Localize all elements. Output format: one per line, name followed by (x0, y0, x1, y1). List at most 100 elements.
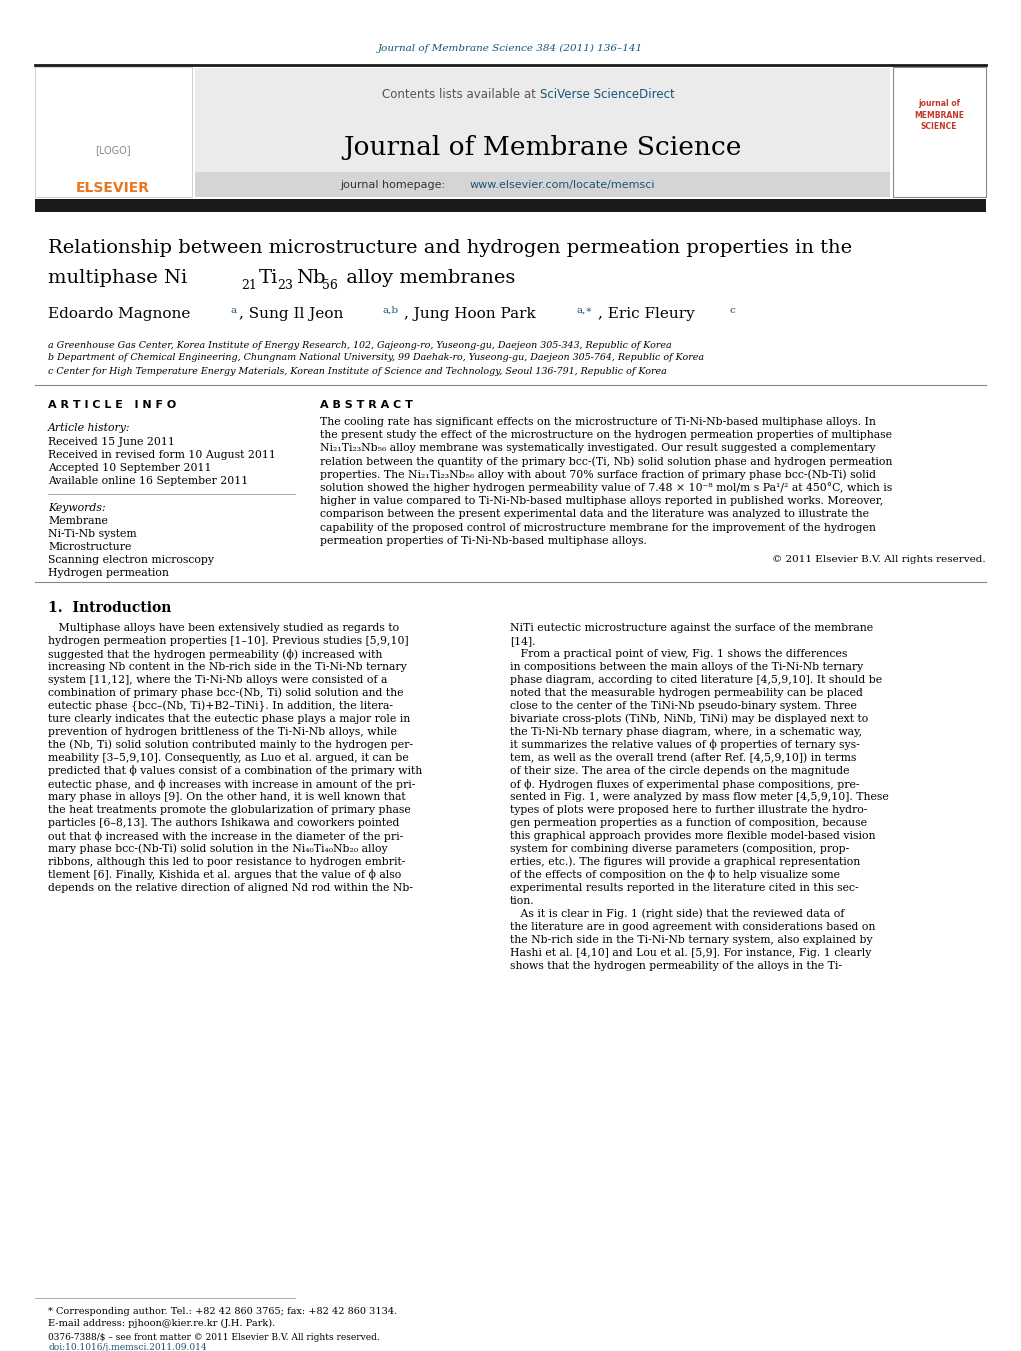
Text: * Corresponding author. Tel.: +82 42 860 3765; fax: +82 42 860 3134.: * Corresponding author. Tel.: +82 42 860… (48, 1306, 397, 1316)
Text: Nb: Nb (296, 269, 326, 286)
Text: a,b: a,b (382, 305, 398, 315)
Text: close to the center of the TiNi-Nb pseudo-binary system. Three: close to the center of the TiNi-Nb pseud… (510, 701, 857, 711)
Text: NiTi eutectic microstructure against the surface of the membrane: NiTi eutectic microstructure against the… (510, 623, 873, 634)
Text: higher in value compared to Ti-Ni-Nb-based multiphase alloys reported in publish: higher in value compared to Ti-Ni-Nb-bas… (320, 496, 883, 507)
Text: Membrane: Membrane (48, 516, 108, 526)
Bar (195, 172, 890, 197)
Text: of the effects of composition on the ϕ to help visualize some: of the effects of composition on the ϕ t… (510, 870, 840, 881)
Text: alloy membranes: alloy membranes (340, 269, 516, 286)
Text: phase diagram, according to cited literature [4,5,9,10]. It should be: phase diagram, according to cited litera… (510, 676, 882, 685)
Text: [14].: [14]. (510, 636, 535, 646)
Text: combination of primary phase bcc-(Nb, Ti) solid solution and the: combination of primary phase bcc-(Nb, Ti… (48, 688, 403, 698)
Text: a: a (230, 305, 236, 315)
Text: properties. The Ni₂₁Ti₂₃Nb₅₆ alloy with about 70% surface fraction of primary ph: properties. The Ni₂₁Ti₂₃Nb₅₆ alloy with … (320, 470, 876, 480)
Text: From a practical point of view, Fig. 1 shows the differences: From a practical point of view, Fig. 1 s… (510, 648, 847, 659)
Text: tlement [6]. Finally, Kishida et al. argues that the value of ϕ also: tlement [6]. Finally, Kishida et al. arg… (48, 870, 401, 881)
Text: relation between the quantity of the primary bcc-(Ti, Nb) solid solution phase a: relation between the quantity of the pri… (320, 457, 892, 467)
Text: www.elsevier.com/locate/memsci: www.elsevier.com/locate/memsci (470, 180, 655, 190)
Text: Scanning electron microscopy: Scanning electron microscopy (48, 555, 214, 565)
Text: in compositions between the main alloys of the Ti-Ni-Nb ternary: in compositions between the main alloys … (510, 662, 863, 671)
Text: , Sung Il Jeon: , Sung Il Jeon (239, 307, 343, 322)
Text: ture clearly indicates that the eutectic phase plays a major role in: ture clearly indicates that the eutectic… (48, 713, 410, 724)
Text: of their size. The area of the circle depends on the magnitude: of their size. The area of the circle de… (510, 766, 849, 775)
Text: predicted that ϕ values consist of a combination of the primary with: predicted that ϕ values consist of a com… (48, 766, 423, 777)
Text: increasing Nb content in the Nb-rich side in the Ti-Ni-Nb ternary: increasing Nb content in the Nb-rich sid… (48, 662, 406, 671)
Bar (35, 68, 192, 197)
Text: b Department of Chemical Engineering, Chungnam National University, 99 Daehak-ro: b Department of Chemical Engineering, Ch… (48, 354, 704, 362)
Text: Microstructure: Microstructure (48, 542, 132, 553)
Text: Hydrogen permeation: Hydrogen permeation (48, 567, 168, 578)
Text: 21: 21 (241, 280, 257, 292)
Text: the Ti-Ni-Nb ternary phase diagram, where, in a schematic way,: the Ti-Ni-Nb ternary phase diagram, wher… (510, 727, 862, 738)
Text: A B S T R A C T: A B S T R A C T (320, 400, 412, 409)
Text: bivariate cross-plots (TiNb, NiNb, TiNi) may be displayed next to: bivariate cross-plots (TiNb, NiNb, TiNi)… (510, 713, 868, 724)
Text: Article history:: Article history: (48, 423, 131, 434)
Text: a,∗: a,∗ (576, 305, 592, 315)
Text: Multiphase alloys have been extensively studied as regards to: Multiphase alloys have been extensively … (48, 623, 399, 634)
Text: experimental results reported in the literature cited in this sec-: experimental results reported in the lit… (510, 884, 859, 893)
Text: types of plots were proposed here to further illustrate the hydro-: types of plots were proposed here to fur… (510, 805, 868, 815)
Text: 0376-7388/$ – see front matter © 2011 Elsevier B.V. All rights reserved.: 0376-7388/$ – see front matter © 2011 El… (48, 1333, 380, 1343)
Text: it summarizes the relative values of ϕ properties of ternary sys-: it summarizes the relative values of ϕ p… (510, 739, 860, 751)
Text: c Center for High Temperature Energy Materials, Korean Institute of Science and : c Center for High Temperature Energy Mat… (48, 366, 667, 376)
Text: mary phase in alloys [9]. On the other hand, it is well known that: mary phase in alloys [9]. On the other h… (48, 792, 405, 802)
Text: shows that the hydrogen permeability of the alloys in the Ti-: shows that the hydrogen permeability of … (510, 961, 842, 971)
Text: ribbons, although this led to poor resistance to hydrogen embrit-: ribbons, although this led to poor resis… (48, 857, 405, 867)
Text: the present study the effect of the microstructure on the hydrogen permeation pr: the present study the effect of the micr… (320, 430, 892, 440)
Text: tem, as well as the overall trend (after Ref. [4,5,9,10]) in terms: tem, as well as the overall trend (after… (510, 753, 857, 763)
Text: Ti: Ti (259, 269, 279, 286)
Text: the (Nb, Ti) solid solution contributed mainly to the hydrogen per-: the (Nb, Ti) solid solution contributed … (48, 740, 414, 750)
Text: the literature are in good agreement with considerations based on: the literature are in good agreement wit… (510, 921, 875, 932)
Text: eutectic phase, and ϕ increases with increase in amount of the pri-: eutectic phase, and ϕ increases with inc… (48, 778, 416, 789)
Text: doi:10.1016/j.memsci.2011.09.014: doi:10.1016/j.memsci.2011.09.014 (48, 1343, 206, 1351)
Text: mary phase bcc-(Nb-Ti) solid solution in the Ni₄₀Ti₄₀Nb₂₀ alloy: mary phase bcc-(Nb-Ti) solid solution in… (48, 844, 388, 854)
Text: , Eric Fleury: , Eric Fleury (598, 307, 694, 322)
Text: , Jung Hoon Park: , Jung Hoon Park (404, 307, 536, 322)
Text: noted that the measurable hydrogen permeability can be placed: noted that the measurable hydrogen perme… (510, 688, 863, 698)
Text: suggested that the hydrogen permeability (ϕ) increased with: suggested that the hydrogen permeability… (48, 648, 383, 659)
Text: Journal of Membrane Science 384 (2011) 136–141: Journal of Membrane Science 384 (2011) 1… (378, 43, 642, 53)
Text: Journal of Membrane Science: Journal of Membrane Science (343, 135, 741, 161)
Text: Available online 16 September 2011: Available online 16 September 2011 (48, 476, 248, 486)
Text: Received 15 June 2011: Received 15 June 2011 (48, 436, 175, 447)
Text: sented in Fig. 1, were analyzed by mass flow meter [4,5,9,10]. These: sented in Fig. 1, were analyzed by mass … (510, 792, 888, 802)
Text: tion.: tion. (510, 896, 535, 907)
Text: of ϕ. Hydrogen fluxes of experimental phase compositions, pre-: of ϕ. Hydrogen fluxes of experimental ph… (510, 778, 860, 789)
Text: a Greenhouse Gas Center, Korea Institute of Energy Research, 102, Gajeong-ro, Yu: a Greenhouse Gas Center, Korea Institute… (48, 340, 672, 350)
Text: capability of the proposed control of microstructure membrane for the improvemen: capability of the proposed control of mi… (320, 523, 876, 532)
Bar (35, 199, 986, 212)
Text: Received in revised form 10 August 2011: Received in revised form 10 August 2011 (48, 450, 276, 459)
Text: system [11,12], where the Ti-Ni-Nb alloys were consisted of a: system [11,12], where the Ti-Ni-Nb alloy… (48, 676, 387, 685)
Bar (893, 68, 986, 197)
Text: SciVerse ScienceDirect: SciVerse ScienceDirect (540, 89, 675, 101)
Bar (195, 68, 890, 195)
Text: As it is clear in Fig. 1 (right side) that the reviewed data of: As it is clear in Fig. 1 (right side) th… (510, 909, 844, 919)
Text: Accepted 10 September 2011: Accepted 10 September 2011 (48, 463, 211, 473)
Text: Ni-Ti-Nb system: Ni-Ti-Nb system (48, 530, 137, 539)
Text: Ni₂₁Ti₂₃Nb₅₆ alloy membrane was systematically investigated. Our result suggeste: Ni₂₁Ti₂₃Nb₅₆ alloy membrane was systemat… (320, 443, 876, 454)
Text: ELSEVIER: ELSEVIER (76, 181, 150, 195)
Text: the Nb-rich side in the Ti-Ni-Nb ternary system, also explained by: the Nb-rich side in the Ti-Ni-Nb ternary… (510, 935, 873, 944)
Text: 23: 23 (277, 280, 293, 292)
Text: © 2011 Elsevier B.V. All rights reserved.: © 2011 Elsevier B.V. All rights reserved… (772, 555, 986, 565)
Text: prevention of hydrogen brittleness of the Ti-Ni-Nb alloys, while: prevention of hydrogen brittleness of th… (48, 727, 397, 738)
Text: out that ϕ increased with the increase in the diameter of the pri-: out that ϕ increased with the increase i… (48, 831, 403, 842)
Text: solution showed the higher hydrogen permeability value of 7.48 × 10⁻⁸ mol/m s Pa: solution showed the higher hydrogen perm… (320, 482, 892, 493)
Text: hydrogen permeation properties [1–10]. Previous studies [5,9,10]: hydrogen permeation properties [1–10]. P… (48, 636, 408, 646)
Text: erties, etc.). The figures will provide a graphical representation: erties, etc.). The figures will provide … (510, 857, 861, 867)
Text: journal of
MEMBRANE
SCIENCE: journal of MEMBRANE SCIENCE (914, 99, 964, 131)
Text: Edoardo Magnone: Edoardo Magnone (48, 307, 190, 322)
Text: eutectic phase {bcc–(Nb, Ti)+B2–TiNi}. In addition, the litera-: eutectic phase {bcc–(Nb, Ti)+B2–TiNi}. I… (48, 700, 393, 712)
Text: 1.  Introduction: 1. Introduction (48, 601, 172, 615)
Text: Keywords:: Keywords: (48, 503, 105, 513)
Text: comparison between the present experimental data and the literature was analyzed: comparison between the present experimen… (320, 509, 869, 519)
Text: particles [6–8,13]. The authors Ishikawa and coworkers pointed: particles [6–8,13]. The authors Ishikawa… (48, 817, 399, 828)
Text: Relationship between microstructure and hydrogen permeation properties in the: Relationship between microstructure and … (48, 239, 853, 257)
Text: permeation properties of Ti-Ni-Nb-based multiphase alloys.: permeation properties of Ti-Ni-Nb-based … (320, 536, 647, 546)
Text: meability [3–5,9,10]. Consequently, as Luo et al. argued, it can be: meability [3–5,9,10]. Consequently, as L… (48, 753, 408, 763)
Text: this graphical approach provides more flexible model-based vision: this graphical approach provides more fl… (510, 831, 875, 842)
Text: gen permeation properties as a function of composition, because: gen permeation properties as a function … (510, 817, 867, 828)
Text: Contents lists available at: Contents lists available at (383, 89, 540, 101)
Text: The cooling rate has significant effects on the microstructure of Ti-Ni-Nb-based: The cooling rate has significant effects… (320, 417, 876, 427)
Text: A R T I C L E   I N F O: A R T I C L E I N F O (48, 400, 177, 409)
